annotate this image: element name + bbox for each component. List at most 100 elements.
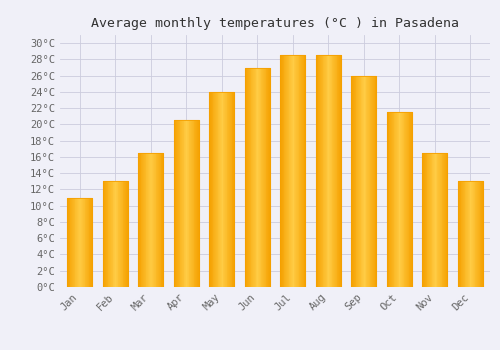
Bar	[138, 153, 163, 287]
Bar	[281, 55, 282, 287]
Bar	[407, 112, 408, 287]
Bar	[387, 112, 412, 287]
Bar	[363, 76, 364, 287]
Bar	[411, 112, 412, 287]
Bar	[402, 112, 403, 287]
Bar	[67, 198, 92, 287]
Bar	[329, 55, 330, 287]
Bar	[358, 76, 359, 287]
Bar	[428, 153, 430, 287]
Bar	[226, 92, 228, 287]
Bar	[122, 181, 124, 287]
Bar	[228, 92, 230, 287]
Bar	[321, 55, 322, 287]
Bar	[222, 92, 224, 287]
Bar	[464, 181, 466, 287]
Bar	[88, 198, 89, 287]
Bar	[440, 153, 441, 287]
Bar	[81, 198, 82, 287]
Bar	[397, 112, 398, 287]
Bar	[262, 68, 263, 287]
Bar	[197, 120, 198, 287]
Bar	[316, 55, 340, 287]
Bar	[292, 55, 293, 287]
Bar	[336, 55, 337, 287]
Bar	[422, 153, 448, 287]
Bar	[76, 198, 77, 287]
Bar	[294, 55, 296, 287]
Bar	[250, 68, 252, 287]
Bar	[462, 181, 463, 287]
Bar	[458, 181, 483, 287]
Bar	[287, 55, 288, 287]
Bar	[107, 181, 108, 287]
Bar	[178, 120, 180, 287]
Bar	[86, 198, 87, 287]
Bar	[229, 92, 230, 287]
Bar	[80, 198, 82, 287]
Bar	[214, 92, 215, 287]
Bar	[304, 55, 306, 287]
Bar	[373, 76, 374, 287]
Bar	[328, 55, 330, 287]
Bar	[293, 55, 294, 287]
Bar	[174, 120, 176, 287]
Bar	[246, 68, 248, 287]
Bar	[473, 181, 474, 287]
Bar	[444, 153, 445, 287]
Bar	[119, 181, 120, 287]
Bar	[396, 112, 397, 287]
Bar	[111, 181, 112, 287]
Bar	[388, 112, 389, 287]
Bar	[249, 68, 250, 287]
Bar	[364, 76, 366, 287]
Bar	[162, 153, 163, 287]
Bar	[478, 181, 480, 287]
Bar	[78, 198, 80, 287]
Bar	[469, 181, 470, 287]
Bar	[370, 76, 372, 287]
Bar	[190, 120, 192, 287]
Bar	[466, 181, 468, 287]
Bar	[395, 112, 396, 287]
Bar	[426, 153, 427, 287]
Bar	[326, 55, 328, 287]
Bar	[446, 153, 448, 287]
Bar	[330, 55, 331, 287]
Bar	[331, 55, 332, 287]
Bar	[357, 76, 358, 287]
Bar	[339, 55, 340, 287]
Bar	[73, 198, 74, 287]
Bar	[443, 153, 444, 287]
Bar	[74, 198, 76, 287]
Bar	[470, 181, 472, 287]
Bar	[474, 181, 475, 287]
Bar	[156, 153, 158, 287]
Bar	[267, 68, 268, 287]
Bar	[392, 112, 393, 287]
Bar	[148, 153, 149, 287]
Bar	[354, 76, 356, 287]
Bar	[368, 76, 369, 287]
Bar	[125, 181, 126, 287]
Bar	[149, 153, 150, 287]
Bar	[439, 153, 440, 287]
Bar	[84, 198, 86, 287]
Bar	[325, 55, 326, 287]
Bar	[356, 76, 358, 287]
Bar	[258, 68, 259, 287]
Bar	[82, 198, 83, 287]
Bar	[192, 120, 193, 287]
Bar	[359, 76, 360, 287]
Bar	[302, 55, 304, 287]
Bar	[422, 153, 424, 287]
Bar	[364, 76, 365, 287]
Bar	[112, 181, 113, 287]
Bar	[68, 198, 69, 287]
Bar	[387, 112, 388, 287]
Bar	[78, 198, 79, 287]
Bar	[316, 55, 318, 287]
Bar	[283, 55, 284, 287]
Bar	[252, 68, 254, 287]
Bar	[298, 55, 300, 287]
